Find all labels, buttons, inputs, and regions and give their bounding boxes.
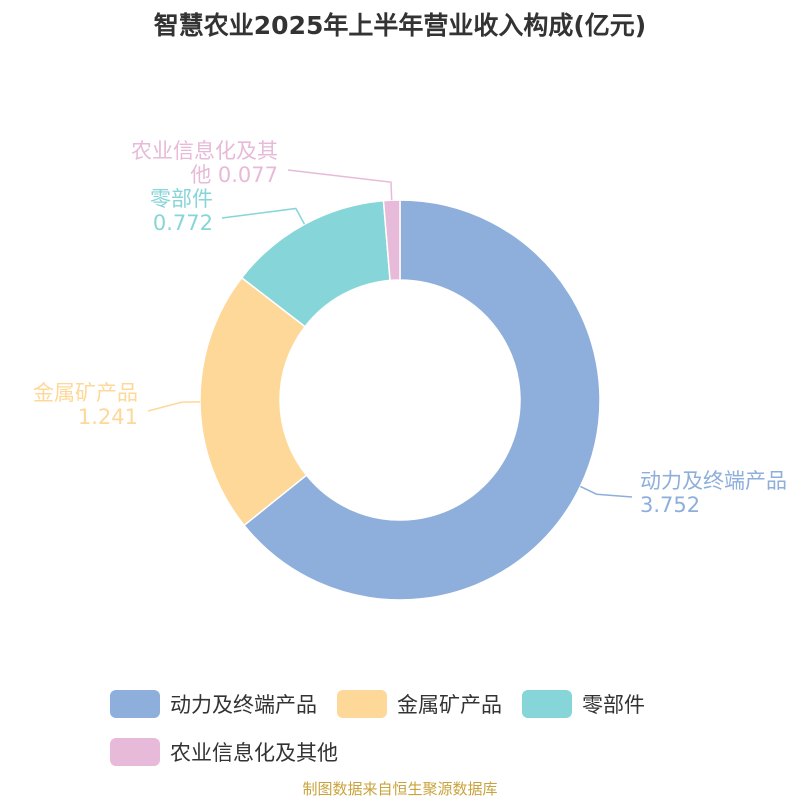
legend: 动力及终端产品 金属矿产品 零部件农业信息化及其他 bbox=[110, 688, 750, 768]
leader-line-3 bbox=[221, 207, 306, 225]
slice-label-2: 金属矿产品 1.241 bbox=[33, 381, 138, 429]
legend-swatch bbox=[110, 690, 160, 718]
legend-item-4: 农业信息化及其他 bbox=[110, 736, 338, 768]
legend-label: 金属矿产品 bbox=[397, 693, 502, 717]
pie-slice-1 bbox=[243, 199, 601, 601]
legend-item-3: 零部件 bbox=[522, 688, 645, 720]
leader-line-1 bbox=[580, 485, 633, 498]
legend-swatch bbox=[110, 738, 160, 766]
slice-label-3: 零部件 0.772 bbox=[150, 187, 213, 235]
legend-item-1: 动力及终端产品 bbox=[110, 688, 317, 720]
source-note: 制图数据来自恒生聚源数据库 bbox=[302, 780, 498, 798]
legend-label: 动力及终端产品 bbox=[170, 693, 317, 717]
pie-slice-4 bbox=[382, 199, 401, 282]
legend-label: 零部件 bbox=[582, 693, 645, 717]
legend-label: 农业信息化及其他 bbox=[170, 741, 338, 765]
legend-item-2: 金属矿产品 bbox=[337, 688, 502, 720]
chart-title: 智慧农业2025年上半年营业收入构成(亿元) bbox=[153, 11, 647, 40]
leader-line-4 bbox=[287, 169, 393, 201]
legend-swatch bbox=[337, 690, 387, 718]
slice-label-4: 农业信息化及其他 0.077 bbox=[131, 139, 278, 187]
legend-swatch bbox=[522, 690, 572, 718]
slice-label-1: 动力及终端产品 3.752 bbox=[640, 469, 787, 517]
pie-slice-2 bbox=[199, 276, 308, 527]
leader-line-2 bbox=[147, 401, 201, 412]
